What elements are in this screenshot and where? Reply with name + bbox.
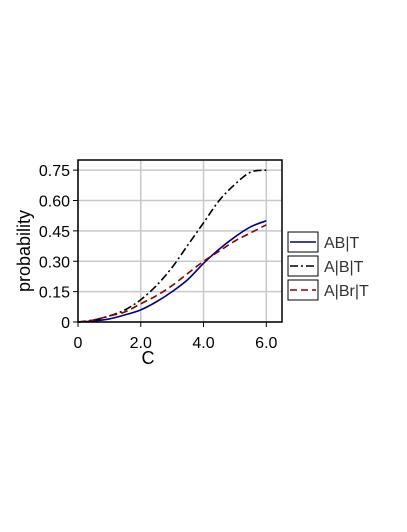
grid-layer [77,160,282,323]
y-tick-label: 0.15 [39,285,70,302]
x-tick-label: 6.0 [255,335,277,352]
plot-frame [77,159,283,323]
y-tick-label: 0.75 [39,163,70,180]
y-tick-label: 0 [61,315,70,332]
legend-label: A|Br|T [324,283,369,300]
x-axis-label: C [142,348,155,368]
series-line-1 [77,220,267,323]
x-tick-label: 4.0 [192,335,214,352]
ticks-layer: 0 2.0 4.0 6.0 0 0.15 0.30 0.45 0.60 0.75 [39,163,278,352]
legend: AB|T A|B|T A|Br|T [287,231,369,301]
y-tick-label: 0.30 [39,254,70,271]
series-line-3 [77,224,267,323]
series-layer [77,169,267,323]
x-tick-label: 0 [74,335,83,352]
y-tick-label: 0.45 [39,224,70,241]
y-tick-label: 0.60 [39,194,70,211]
legend-label: AB|T [324,235,360,252]
legend-label: A|B|T [324,259,364,276]
series-line-2 [77,169,267,323]
x-tick-label: 2.0 [130,335,152,352]
y-axis-label: probability [14,210,34,292]
